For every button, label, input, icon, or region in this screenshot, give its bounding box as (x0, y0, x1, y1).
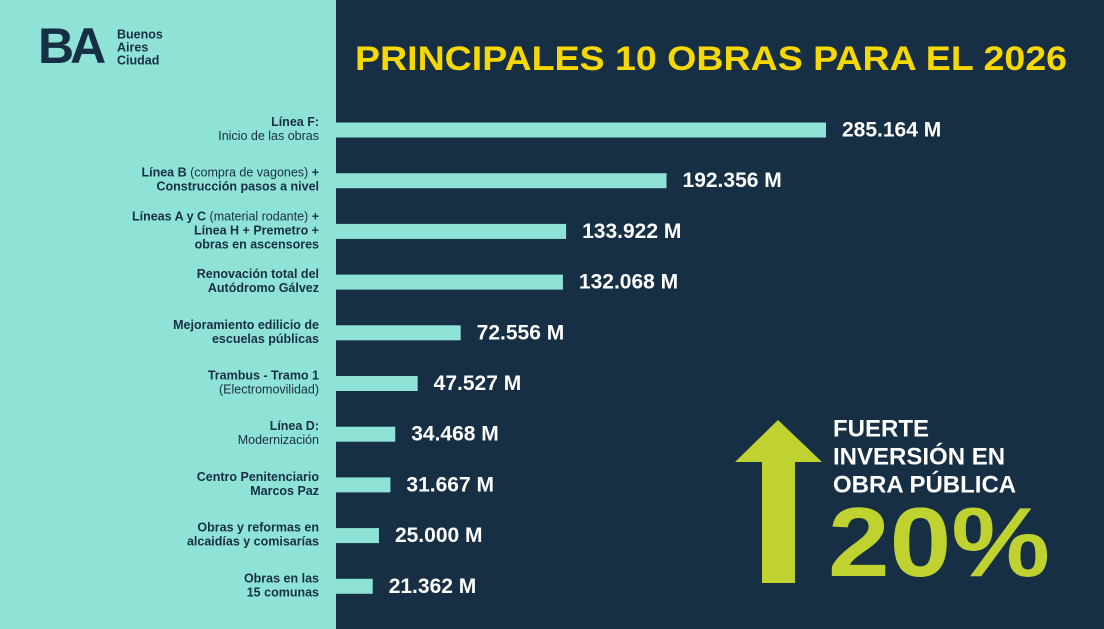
value-label: 25.000 M (395, 524, 483, 547)
bar (336, 578, 373, 594)
category-label: Línea D: (270, 419, 319, 433)
category-label: obras en ascensores (195, 238, 319, 252)
category-label: Línea B (compra de vagones) + (141, 166, 319, 180)
category-label-part: obras en ascensores (195, 238, 319, 252)
category-label-part: escuelas públicas (212, 332, 319, 346)
category-label-part: Línea B (141, 166, 186, 180)
bar (336, 274, 563, 290)
value-label: 72.556 M (477, 321, 565, 344)
bar (336, 173, 667, 189)
logo-text: Aires (117, 40, 148, 54)
category-label-part: Trambus - Tramo 1 (208, 369, 319, 383)
category-label-part: Modernización (238, 433, 319, 447)
category-label: Trambus - Tramo 1 (208, 369, 319, 383)
category-label: Autódromo Gálvez (208, 281, 319, 295)
category-label: Líneas A y C (material rodante) + (132, 210, 319, 224)
category-label-part: + (312, 166, 319, 180)
category-label: 15 comunas (247, 586, 319, 600)
category-label-part: Autódromo Gálvez (208, 281, 319, 295)
category-label-part: Inicio de las obras (218, 129, 319, 143)
category-label: Marcos Paz (250, 484, 319, 498)
bar (336, 325, 461, 341)
bar (336, 528, 379, 544)
category-label-part: alcaidías y comisarías (187, 535, 319, 549)
callout-text: OBRA PÚBLICA (833, 470, 1016, 498)
category-label-part: Obras y reformas en (197, 521, 319, 535)
category-label: Mejoramiento edilicio de (173, 318, 319, 332)
category-label: (Electromovilidad) (219, 383, 319, 397)
category-label-part: (compra de vagones) (187, 166, 312, 180)
value-label: 132.068 M (579, 271, 678, 294)
category-label-part: Línea D: (270, 419, 319, 433)
category-label-part: (material rodante) (206, 210, 312, 224)
category-label-part: Centro Penitenciario (197, 470, 320, 484)
category-label-part: Mejoramiento edilicio de (173, 318, 319, 332)
value-label: 34.468 M (411, 423, 499, 446)
logo-text: Ciudad (117, 53, 159, 67)
bar (336, 376, 418, 391)
value-label: 47.527 M (434, 372, 522, 395)
callout-text: FUERTE (833, 415, 929, 442)
category-label: Obras y reformas en (197, 521, 319, 535)
value-label: 192.356 M (683, 169, 782, 192)
category-label: alcaidías y comisarías (187, 535, 319, 549)
category-label-part: Líneas A y C (132, 210, 206, 224)
category-label: Construcción pasos a nivel (156, 180, 319, 194)
logo-text: Buenos (117, 27, 163, 41)
category-label-part: Línea F: (271, 115, 319, 129)
category-label: Línea H + Premetro + (194, 224, 319, 238)
bar (336, 122, 826, 138)
callout-figure: 20% (828, 487, 1050, 597)
category-label: Modernización (238, 433, 319, 447)
category-label-part: Construcción pasos a nivel (156, 180, 319, 194)
category-label: Obras en las (244, 572, 319, 586)
category-label-part: Renovación total del (197, 267, 319, 281)
chart-title: PRINCIPALES 10 OBRAS PARA EL 2026 (355, 40, 1067, 78)
value-label: 21.362 M (389, 575, 477, 598)
bar (336, 223, 567, 239)
value-label: 285.164 M (842, 119, 941, 142)
left-panel (0, 0, 336, 629)
category-label: Línea F: (271, 115, 319, 129)
category-label-part: + (312, 210, 319, 224)
category-label: Centro Penitenciario (197, 470, 320, 484)
category-label-part: (Electromovilidad) (219, 383, 319, 397)
category-label: Inicio de las obras (218, 129, 319, 143)
category-label-part: Línea H + Premetro + (194, 224, 319, 238)
category-label-part: Marcos Paz (250, 484, 319, 498)
value-label: 31.667 M (406, 473, 494, 496)
callout-text: INVERSIÓN EN (833, 442, 1005, 470)
bar (336, 477, 391, 493)
category-label-part: Obras en las (244, 572, 319, 586)
logo-mark: BA (38, 18, 105, 74)
category-label: Renovación total del (197, 267, 319, 281)
up-arrow (735, 420, 822, 583)
category-label: escuelas públicas (212, 332, 319, 346)
category-label-part: 15 comunas (247, 586, 319, 600)
bar (336, 426, 396, 442)
value-label: 133.922 M (582, 220, 681, 243)
